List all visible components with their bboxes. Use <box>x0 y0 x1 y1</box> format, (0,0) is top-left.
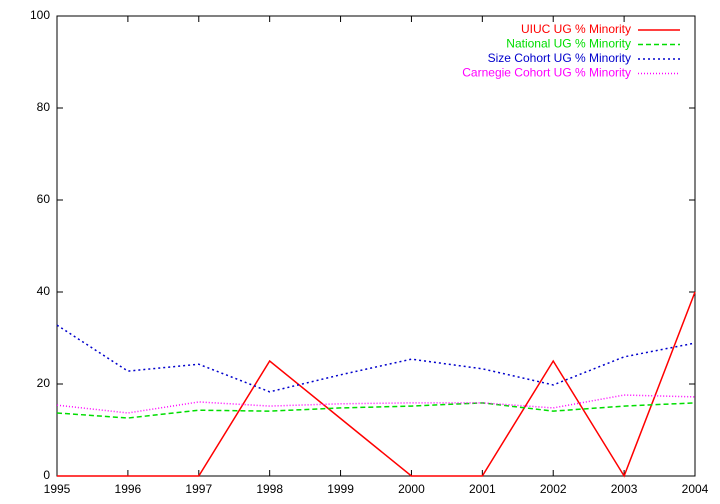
x-tick-label: 1996 <box>115 482 142 496</box>
y-tick-label: 20 <box>37 376 51 390</box>
legend-label: National UG % Minority <box>506 37 631 51</box>
series-line <box>56 394 696 414</box>
series-line <box>56 324 696 393</box>
x-tick-label: 2004 <box>682 482 709 496</box>
legend-label: Size Cohort UG % Minority <box>488 51 631 65</box>
series-line <box>56 402 696 419</box>
x-tick-label: 1997 <box>185 482 212 496</box>
x-tick-label: 2000 <box>398 482 425 496</box>
plot-frame <box>56 15 696 477</box>
y-tick-label: 0 <box>43 468 50 482</box>
y-tick-label: 80 <box>37 100 51 114</box>
x-tick-label: 2001 <box>469 482 496 496</box>
legend-label: Carnegie Cohort UG % Minority <box>462 66 631 80</box>
x-tick-label: 1995 <box>44 482 71 496</box>
y-tick-label: 60 <box>37 192 51 206</box>
series-line <box>57 291 696 478</box>
y-tick-label: 100 <box>30 8 50 22</box>
legend-label: UIUC UG % Minority <box>521 22 631 36</box>
y-tick-label: 40 <box>37 284 51 298</box>
x-tick-label: 2003 <box>611 482 638 496</box>
x-tick-label: 2002 <box>540 482 567 496</box>
x-tick-label: 1998 <box>256 482 283 496</box>
x-tick-label: 1999 <box>327 482 354 496</box>
